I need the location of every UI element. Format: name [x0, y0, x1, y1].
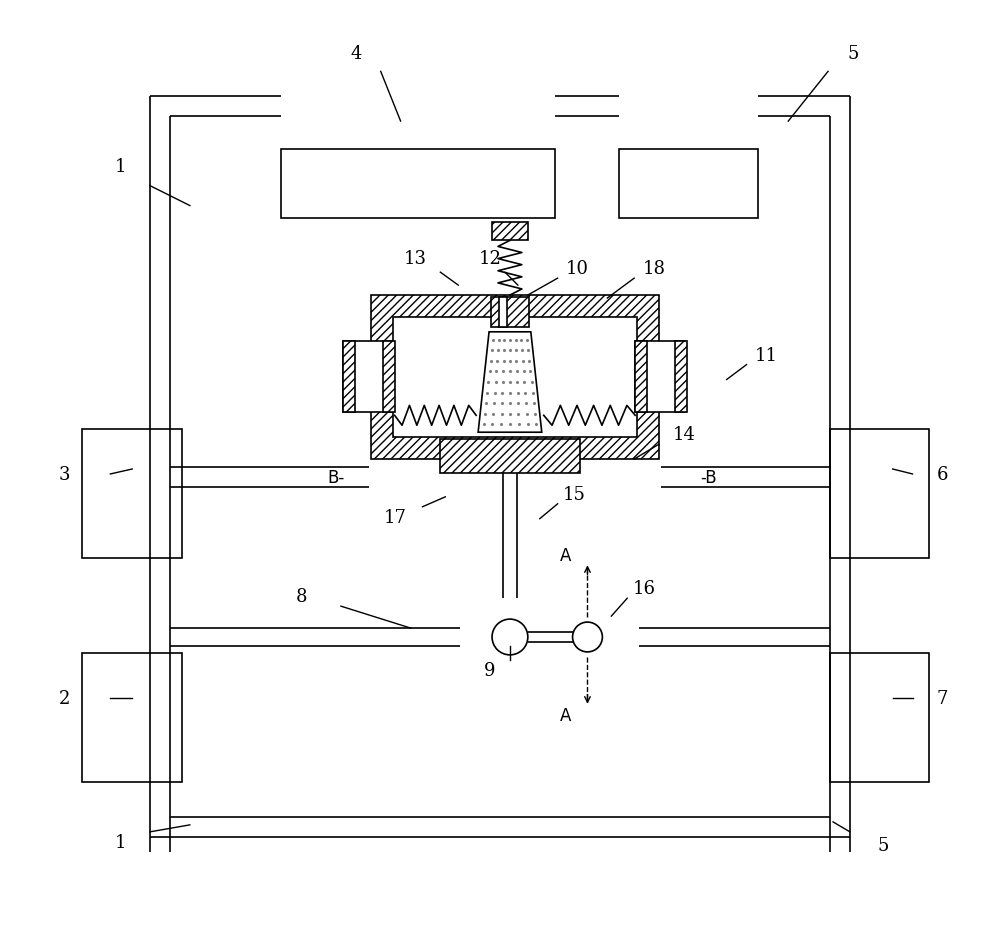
- Bar: [343, 342, 393, 413]
- Text: 10: 10: [566, 260, 589, 278]
- Text: 1: 1: [115, 833, 126, 851]
- Text: B-: B-: [327, 468, 345, 487]
- Bar: [635, 342, 647, 413]
- Text: 5: 5: [877, 836, 888, 854]
- Polygon shape: [478, 332, 542, 432]
- Bar: [491, 298, 529, 328]
- Bar: [619, 150, 758, 219]
- Bar: [830, 653, 929, 782]
- Bar: [635, 342, 685, 413]
- Text: 11: 11: [755, 346, 778, 364]
- Text: 6: 6: [937, 465, 948, 484]
- Bar: [371, 296, 659, 460]
- Bar: [82, 430, 182, 559]
- Text: 15: 15: [563, 486, 586, 504]
- Bar: [499, 298, 507, 328]
- Text: 3: 3: [59, 465, 70, 484]
- Text: A: A: [560, 706, 571, 724]
- Text: 18: 18: [643, 260, 666, 278]
- Text: 9: 9: [484, 661, 496, 679]
- Text: 16: 16: [633, 579, 656, 598]
- Text: 13: 13: [404, 250, 427, 268]
- Text: 1: 1: [115, 157, 126, 176]
- Text: 12: 12: [479, 250, 501, 268]
- Text: A: A: [560, 547, 571, 564]
- Bar: [440, 440, 580, 474]
- Bar: [82, 653, 182, 782]
- Circle shape: [573, 622, 602, 652]
- Text: 14: 14: [672, 426, 695, 444]
- Text: 17: 17: [384, 508, 407, 526]
- Text: 4: 4: [350, 46, 362, 64]
- Bar: [393, 317, 637, 438]
- Bar: [281, 150, 555, 219]
- Bar: [830, 430, 929, 559]
- Bar: [383, 342, 395, 413]
- Text: 8: 8: [295, 588, 307, 606]
- Bar: [343, 342, 355, 413]
- Bar: [492, 223, 528, 241]
- Text: 2: 2: [59, 689, 70, 707]
- Text: -B: -B: [700, 468, 717, 487]
- Text: 7: 7: [937, 689, 948, 707]
- Text: 5: 5: [847, 46, 859, 64]
- Bar: [675, 342, 687, 413]
- Circle shape: [492, 620, 528, 655]
